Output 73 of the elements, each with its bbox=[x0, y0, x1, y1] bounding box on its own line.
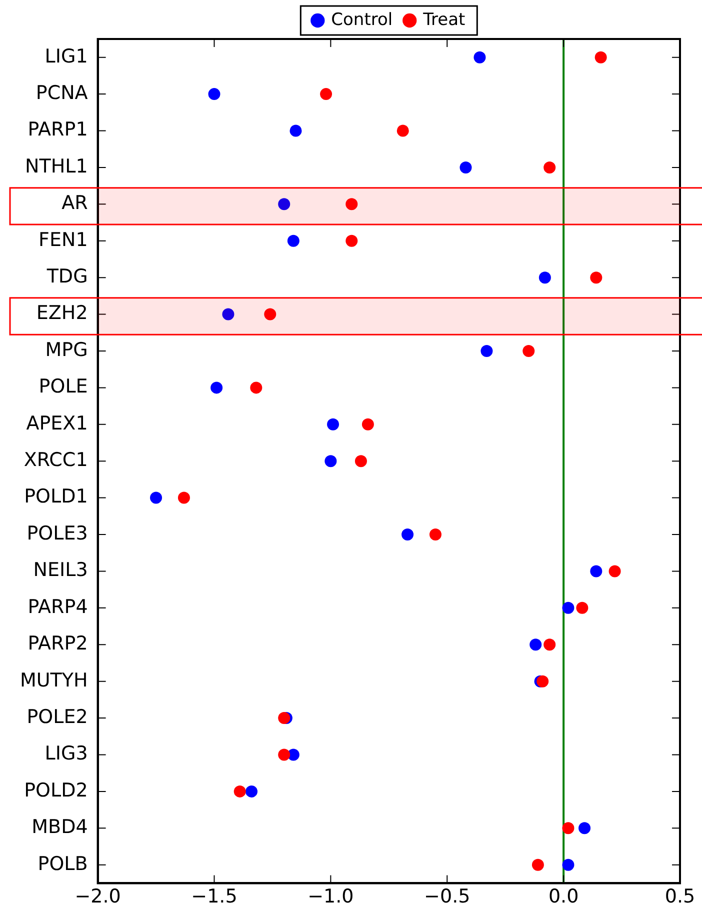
point bbox=[544, 638, 556, 651]
point bbox=[287, 234, 300, 247]
point bbox=[538, 272, 551, 284]
point bbox=[480, 344, 493, 357]
point bbox=[178, 492, 190, 504]
x-tick-label: 0.5 bbox=[664, 886, 696, 908]
point bbox=[246, 785, 258, 798]
y-tick-label: LIG1 bbox=[44, 45, 88, 68]
point bbox=[222, 308, 234, 320]
y-tick-label: LIG3 bbox=[44, 742, 88, 765]
y-tick-label: POLD2 bbox=[24, 779, 88, 802]
point bbox=[536, 675, 549, 688]
y-tick-label: XRCC1 bbox=[24, 449, 88, 472]
y-tick-label: MBD4 bbox=[32, 816, 88, 838]
y-tick-label: POLE bbox=[38, 376, 88, 398]
point bbox=[396, 124, 409, 137]
y-tick-label: MUTYH bbox=[20, 669, 88, 692]
x-tick-label: −2.0 bbox=[74, 886, 121, 908]
point bbox=[362, 418, 374, 430]
point bbox=[608, 565, 621, 578]
point bbox=[544, 161, 556, 174]
y-tick-label: PARP1 bbox=[28, 118, 88, 141]
point bbox=[474, 51, 486, 64]
point bbox=[402, 528, 414, 541]
y-tick-label: PCNA bbox=[36, 82, 88, 104]
point bbox=[594, 51, 607, 64]
point bbox=[429, 528, 442, 541]
point bbox=[278, 198, 290, 210]
point bbox=[327, 418, 340, 430]
y-tick-label: NEIL3 bbox=[33, 559, 88, 582]
point bbox=[562, 858, 574, 871]
y-tick-label: EZH2 bbox=[36, 302, 88, 324]
point bbox=[460, 161, 472, 174]
point bbox=[234, 785, 246, 798]
point bbox=[208, 88, 220, 100]
point bbox=[522, 344, 535, 357]
y-tick-label: POLE3 bbox=[26, 522, 88, 544]
point bbox=[320, 88, 332, 100]
x-tick-label: 0.0 bbox=[548, 886, 579, 908]
point bbox=[578, 822, 591, 834]
point bbox=[590, 565, 602, 578]
point bbox=[250, 382, 262, 394]
y-tick-label: TDG bbox=[46, 266, 88, 288]
point bbox=[532, 858, 544, 871]
y-tick-label: POLB bbox=[38, 852, 88, 875]
point bbox=[290, 124, 302, 137]
point bbox=[590, 272, 602, 284]
y-tick-label: FEN1 bbox=[38, 228, 88, 251]
legend-label: Control bbox=[331, 10, 393, 30]
point bbox=[562, 602, 574, 614]
y-tick-label: MPG bbox=[45, 338, 88, 361]
legend-label: Treat bbox=[422, 10, 466, 30]
point bbox=[150, 492, 162, 504]
y-tick-label: PARP2 bbox=[28, 632, 88, 655]
point bbox=[346, 234, 358, 247]
point bbox=[346, 198, 358, 210]
x-tick-label: −1.5 bbox=[191, 886, 238, 908]
point bbox=[264, 308, 276, 320]
point bbox=[210, 382, 223, 394]
y-tick-label: POLD1 bbox=[24, 486, 88, 508]
y-tick-label: AR bbox=[62, 192, 88, 214]
point bbox=[562, 822, 574, 834]
y-tick-label: POLE2 bbox=[26, 706, 88, 728]
point bbox=[576, 602, 588, 614]
y-tick-label: APEX1 bbox=[26, 412, 88, 434]
point bbox=[354, 455, 367, 468]
y-tick-label: NTHL1 bbox=[25, 155, 88, 178]
point bbox=[530, 638, 542, 651]
x-tick-label: −0.5 bbox=[424, 886, 470, 908]
point bbox=[324, 455, 337, 468]
y-tick-label: PARP4 bbox=[28, 596, 88, 618]
x-tick-label: −1.0 bbox=[308, 886, 354, 908]
point bbox=[278, 748, 290, 761]
